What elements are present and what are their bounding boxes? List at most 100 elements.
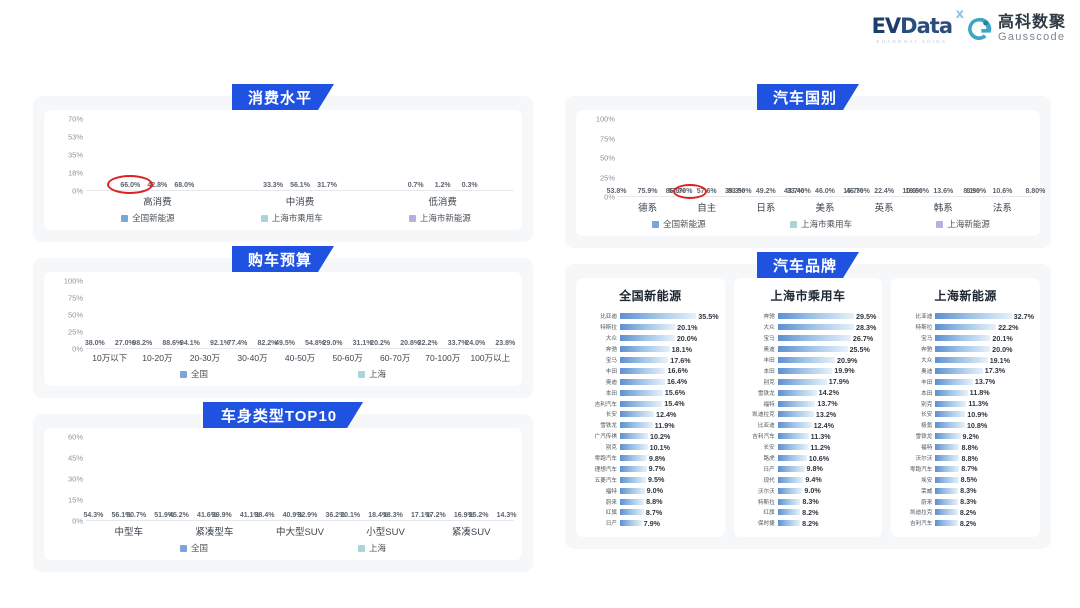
legend-item[interactable]: 全国新能源 bbox=[121, 212, 175, 224]
brand-row[interactable]: 丰田 20.9% bbox=[740, 355, 877, 366]
brand-row[interactable]: 理想汽车 9.7% bbox=[582, 463, 719, 474]
y-tick: 35% bbox=[67, 150, 83, 160]
brand-row[interactable]: 奥迪 17.3% bbox=[897, 365, 1034, 376]
brand-row[interactable]: 埃安 8.5% bbox=[897, 474, 1034, 485]
brand-row[interactable]: 长安 12.4% bbox=[582, 409, 719, 420]
brand-row[interactable]: 福特 8.8% bbox=[897, 442, 1034, 453]
brand-row[interactable]: 奔驰 29.5% bbox=[740, 311, 877, 322]
brand-row[interactable]: 日产 9.8% bbox=[740, 463, 877, 474]
brand-value-label: 26.7% bbox=[852, 333, 874, 343]
brand-row[interactable]: 宝马 20.1% bbox=[897, 333, 1034, 344]
legend-item[interactable]: 上海新能源 bbox=[936, 218, 990, 230]
brand-value-label: 8.3% bbox=[960, 486, 977, 496]
brand-row[interactable]: 现代 9.4% bbox=[740, 474, 877, 485]
legend-swatch bbox=[179, 544, 187, 552]
brand-row[interactable]: 五菱汽车 9.5% bbox=[582, 474, 719, 485]
legend-item[interactable]: 上海市新能源 bbox=[408, 212, 471, 224]
chart-car-origin: 100% 75% 50% 25% 0% 53.8% 75.9% 57.70% 86.8% 57.… bbox=[576, 110, 1045, 236]
brand-row[interactable]: 吉利汽车 11.3% bbox=[740, 431, 877, 442]
brand-row[interactable]: 福特 13.7% bbox=[740, 398, 877, 409]
brand-row[interactable]: 保时捷 8.2% bbox=[740, 518, 877, 529]
brand-row[interactable]: 雪铁龙 9.2% bbox=[897, 431, 1034, 442]
legend-item[interactable]: 上海 bbox=[358, 368, 386, 380]
brand-row[interactable]: 特斯拉 8.3% bbox=[740, 496, 877, 507]
brand-row[interactable]: 红旗 8.2% bbox=[740, 507, 877, 518]
brand-row[interactable]: 大众 19.1% bbox=[897, 355, 1034, 366]
panel-title-body-type: 车身类型TOP10 bbox=[203, 402, 363, 428]
brand-name: 别克 bbox=[605, 445, 617, 452]
brand-row[interactable]: 比亚迪 35.5% bbox=[582, 311, 718, 322]
brand-row[interactable]: 路虎 10.6% bbox=[740, 453, 877, 464]
bar-value-label: 14.3% bbox=[496, 512, 517, 519]
brand-row[interactable]: 别克 10.1% bbox=[582, 442, 719, 453]
brand-bar bbox=[620, 455, 647, 462]
brand-row[interactable]: 别克 17.9% bbox=[740, 376, 877, 387]
brand-bar-track: 9.7% bbox=[620, 464, 719, 473]
brand-bar bbox=[777, 367, 833, 374]
brand-row[interactable]: 沃尔沃 9.0% bbox=[740, 485, 877, 496]
brand-row[interactable]: 本田 19.9% bbox=[740, 365, 877, 376]
brand-row[interactable]: 比亚迪 32.7% bbox=[897, 311, 1034, 322]
x-axis-label: 美系 bbox=[815, 203, 835, 214]
brand-value-label: 7.9% bbox=[643, 518, 661, 528]
bar-value-label: 31.7% bbox=[317, 182, 337, 189]
brand-row[interactable]: 蔚来 8.3% bbox=[897, 496, 1034, 507]
brand-row[interactable]: 雪铁龙 14.2% bbox=[740, 387, 877, 398]
legend-item[interactable]: 全国新能源 bbox=[652, 218, 706, 230]
brand-value-label: 22.2% bbox=[998, 322, 1019, 332]
brand-row[interactable]: 荣威 8.3% bbox=[897, 485, 1034, 496]
brand-row[interactable]: 福特 9.0% bbox=[582, 485, 719, 496]
brand-name: 奔驰 bbox=[605, 347, 617, 354]
legend-item[interactable]: 全国 bbox=[179, 542, 208, 554]
brand-value-label: 29.5% bbox=[855, 311, 877, 321]
brand-row[interactable]: 特斯拉 22.2% bbox=[897, 322, 1034, 333]
brand-row[interactable]: 零跑汽车 8.7% bbox=[897, 463, 1034, 474]
brand-row[interactable]: 大众 28.3% bbox=[740, 322, 876, 333]
brand-row[interactable]: 零跑汽车 9.8% bbox=[582, 453, 719, 464]
bar-value-label: 8.90% bbox=[966, 188, 987, 195]
brand-row[interactable]: 极氪 10.8% bbox=[897, 420, 1034, 431]
brand-row[interactable]: 奥迪 25.5% bbox=[740, 344, 877, 355]
brand-row[interactable]: 雪铁龙 11.9% bbox=[582, 420, 719, 431]
brand-row[interactable]: 凯迪拉克 8.2% bbox=[897, 507, 1034, 518]
brand-row[interactable]: 别克 11.3% bbox=[897, 398, 1034, 409]
brand-value-label: 20.0% bbox=[676, 333, 698, 343]
brand-row[interactable]: 日产 7.9% bbox=[582, 518, 719, 529]
bar-value-label: 10.6% bbox=[902, 188, 923, 195]
panel-title-car-origin: 汽车国别 bbox=[757, 84, 859, 110]
brand-row[interactable]: 宝马 17.6% bbox=[582, 355, 719, 366]
brand-bar bbox=[935, 433, 961, 440]
brand-row[interactable]: 本田 15.6% bbox=[582, 387, 719, 398]
brand-row[interactable]: 长安 11.2% bbox=[740, 442, 877, 453]
brand-row[interactable]: 奥迪 16.4% bbox=[582, 376, 719, 387]
brand-row[interactable]: 红旗 8.7% bbox=[582, 507, 719, 518]
brand-row[interactable]: 沃尔沃 8.8% bbox=[897, 453, 1034, 464]
legend-item[interactable]: 上海市乘用车 bbox=[260, 212, 323, 224]
brand-row[interactable]: 大众 20.0% bbox=[582, 333, 719, 344]
brand-row[interactable]: 丰田 13.7% bbox=[897, 376, 1034, 387]
legend-item[interactable]: 全国 bbox=[179, 368, 208, 380]
brand-row[interactable]: 宝马 26.7% bbox=[740, 333, 877, 344]
brand-row[interactable]: 丰田 16.6% bbox=[582, 365, 719, 376]
brand-row[interactable]: 奔驰 18.1% bbox=[582, 344, 719, 355]
brand-row[interactable]: 奔驰 20.0% bbox=[897, 344, 1034, 355]
brand-row[interactable]: 凯迪拉克 13.2% bbox=[740, 409, 877, 420]
brand-row[interactable]: 本田 11.8% bbox=[897, 387, 1034, 398]
brand-row[interactable]: 广汽传祺 10.2% bbox=[582, 431, 719, 442]
plot-area-body-type: 54.3% 56.1% 50.7% 51.9% 45.2% 41.6% 39.9% 41.1%… bbox=[83, 437, 517, 521]
legend-item[interactable]: 上海市乘用车 bbox=[789, 218, 852, 230]
brand-name: 宝马 bbox=[763, 336, 775, 343]
brand-row[interactable]: 蔚来 8.8% bbox=[582, 496, 719, 507]
brand-row[interactable]: 吉利汽车 8.2% bbox=[897, 518, 1034, 529]
brand-value-label: 8.3% bbox=[960, 497, 977, 507]
brand-row[interactable]: 吉利汽车 15.4% bbox=[582, 398, 719, 409]
brand-row[interactable]: 特斯拉 20.1% bbox=[582, 322, 719, 333]
legend-item[interactable]: 上海 bbox=[358, 542, 386, 554]
brand-name: 蔚来 bbox=[605, 499, 617, 506]
x-axis-label: 中大型SUV bbox=[275, 527, 324, 538]
brand-value-label: 9.0% bbox=[804, 486, 821, 496]
brand-row[interactable]: 比亚迪 12.4% bbox=[740, 420, 877, 431]
brand-row[interactable]: 长安 10.9% bbox=[897, 409, 1034, 420]
brand-bar bbox=[777, 378, 827, 385]
x-axis-label: 自主 bbox=[697, 203, 717, 214]
